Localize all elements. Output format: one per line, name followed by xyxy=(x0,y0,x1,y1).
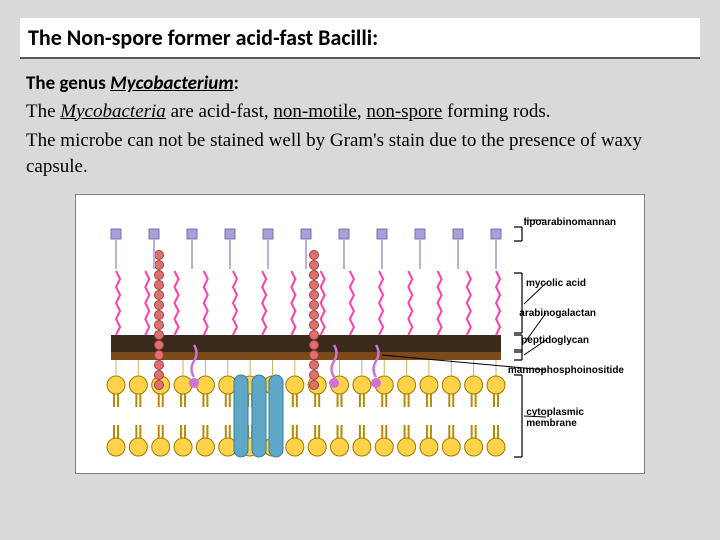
paragraph-1: The Mycobacteria are acid-fast, non-moti… xyxy=(26,99,694,125)
p1-nonmotile: non-motile xyxy=(273,101,356,122)
heading-prefix: The genus xyxy=(26,72,110,95)
p1-t5: , xyxy=(357,101,367,122)
slide: The Non-spore former acid-fast Bacilli: … xyxy=(0,0,720,540)
label-mycolic-acid: mycolic acid xyxy=(526,278,586,289)
p1-t3: are acid-fast, xyxy=(166,101,274,122)
body-text: The genus Mycobacterium: The Mycobacteri… xyxy=(20,71,700,180)
label-peptidoglycan: peptidoglycan xyxy=(521,335,589,346)
label-mannophosphoinositide: mannophosphoinositide xyxy=(508,365,624,376)
label-lipoarabinomannan: lipoarabinomannan xyxy=(524,217,616,228)
p1-t7: forming rods. xyxy=(442,101,550,122)
title-bar: The Non-spore former acid-fast Bacilli: xyxy=(20,18,700,59)
genus-heading: The genus Mycobacterium: xyxy=(26,71,694,97)
p1-mycobacteria: Mycobacteria xyxy=(60,101,166,122)
p1-t1: The xyxy=(26,101,60,122)
slide-title: The Non-spore former acid-fast Bacilli: xyxy=(28,24,692,51)
paragraph-2: The microbe can not be stained well by G… xyxy=(26,128,694,179)
label-arabinogalactan: arabinogalactan xyxy=(519,308,596,319)
cell-wall-diagram: lipoarabinomannan mycolic acid arabinoga… xyxy=(75,194,645,474)
heading-suffix: : xyxy=(234,72,239,95)
genus-name: Mycobacterium xyxy=(110,72,234,95)
label-cytoplasmic-membrane: cytoplasmicmembrane xyxy=(526,407,584,429)
p1-nonspore: non-spore xyxy=(366,101,442,122)
